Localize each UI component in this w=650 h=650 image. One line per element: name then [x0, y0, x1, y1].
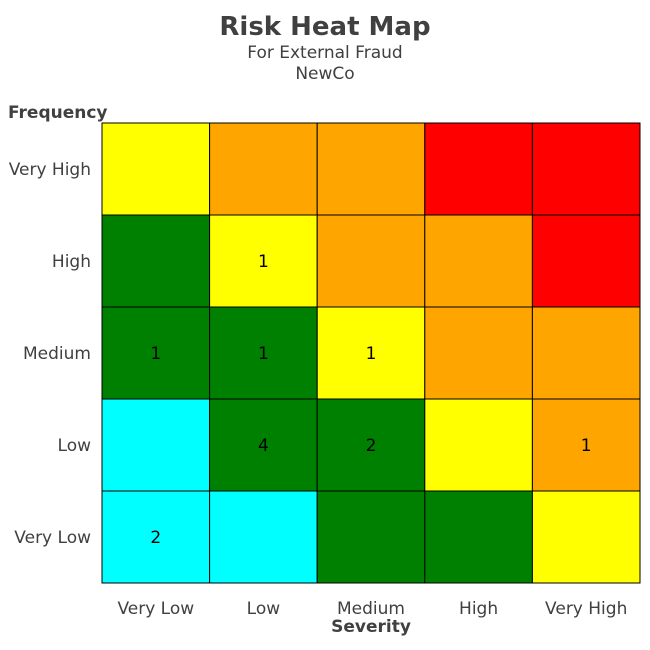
heatmap-cell — [316, 306, 426, 400]
heatmap-cell — [101, 398, 211, 492]
heatmap-cell — [316, 398, 426, 492]
heatmap-cell — [316, 122, 426, 216]
y-axis-tick-labels: Very High High Medium Low Very Low — [9, 160, 91, 548]
heatmap-cell — [424, 214, 533, 308]
heatmap-cell — [531, 306, 641, 400]
heatmap-cell — [209, 398, 318, 492]
heatmap-cell — [101, 214, 211, 308]
heatmap-cell — [209, 122, 318, 216]
y-tick-label: Medium — [23, 344, 91, 364]
heatmap-cell — [424, 306, 533, 400]
x-tick-label: Low — [247, 599, 281, 619]
x-tick-label: Very Low — [117, 599, 194, 619]
heatmap-cell — [209, 306, 318, 400]
x-tick-label: High — [459, 599, 498, 619]
heatmap-cell-count: 4 — [258, 436, 269, 456]
y-tick-label: High — [52, 252, 91, 272]
heatmap-cell-count: 1 — [581, 436, 592, 456]
heatmap-cell-count: 1 — [150, 344, 161, 364]
heatmap-cell — [101, 122, 211, 216]
x-tick-label: Medium — [337, 599, 405, 619]
heatmap-cell — [531, 122, 641, 216]
chart-subtitle-line-1: For External Fraud — [247, 43, 402, 63]
heatmap-cells — [101, 122, 641, 584]
heatmap-cell-count: 1 — [258, 252, 269, 272]
chart-title: Risk Heat Map — [219, 12, 430, 42]
heatmap-cell — [424, 122, 533, 216]
heatmap-cell-count: 1 — [258, 344, 269, 364]
heatmap-cell-labels: 1 1 1 1 4 2 1 2 — [150, 252, 591, 548]
x-tick-label: Very High — [545, 599, 627, 619]
heatmap-cell — [316, 490, 426, 584]
heatmap-cell — [101, 490, 211, 584]
heatmap-cell — [316, 214, 426, 308]
heatmap-cell — [424, 490, 533, 584]
heatmap-cell — [531, 398, 641, 492]
heatmap-cell — [531, 214, 641, 308]
x-axis-title: Severity — [331, 617, 411, 637]
y-tick-label: Very High — [9, 160, 91, 180]
chart-subtitle-line-2: NewCo — [295, 64, 354, 84]
heatmap-cell-count: 2 — [150, 528, 161, 548]
heatmap-cell — [531, 490, 641, 584]
heatmap-cell-count: 1 — [366, 344, 377, 364]
y-axis-title: Frequency — [8, 103, 108, 123]
y-tick-label: Very Low — [14, 528, 91, 548]
heatmap-cell-count: 2 — [366, 436, 377, 456]
y-tick-label: Low — [58, 436, 92, 456]
x-axis-tick-labels: Very Low Low Medium High Very High — [117, 599, 627, 619]
heatmap-cell — [424, 398, 533, 492]
heatmap-cell — [209, 490, 318, 584]
